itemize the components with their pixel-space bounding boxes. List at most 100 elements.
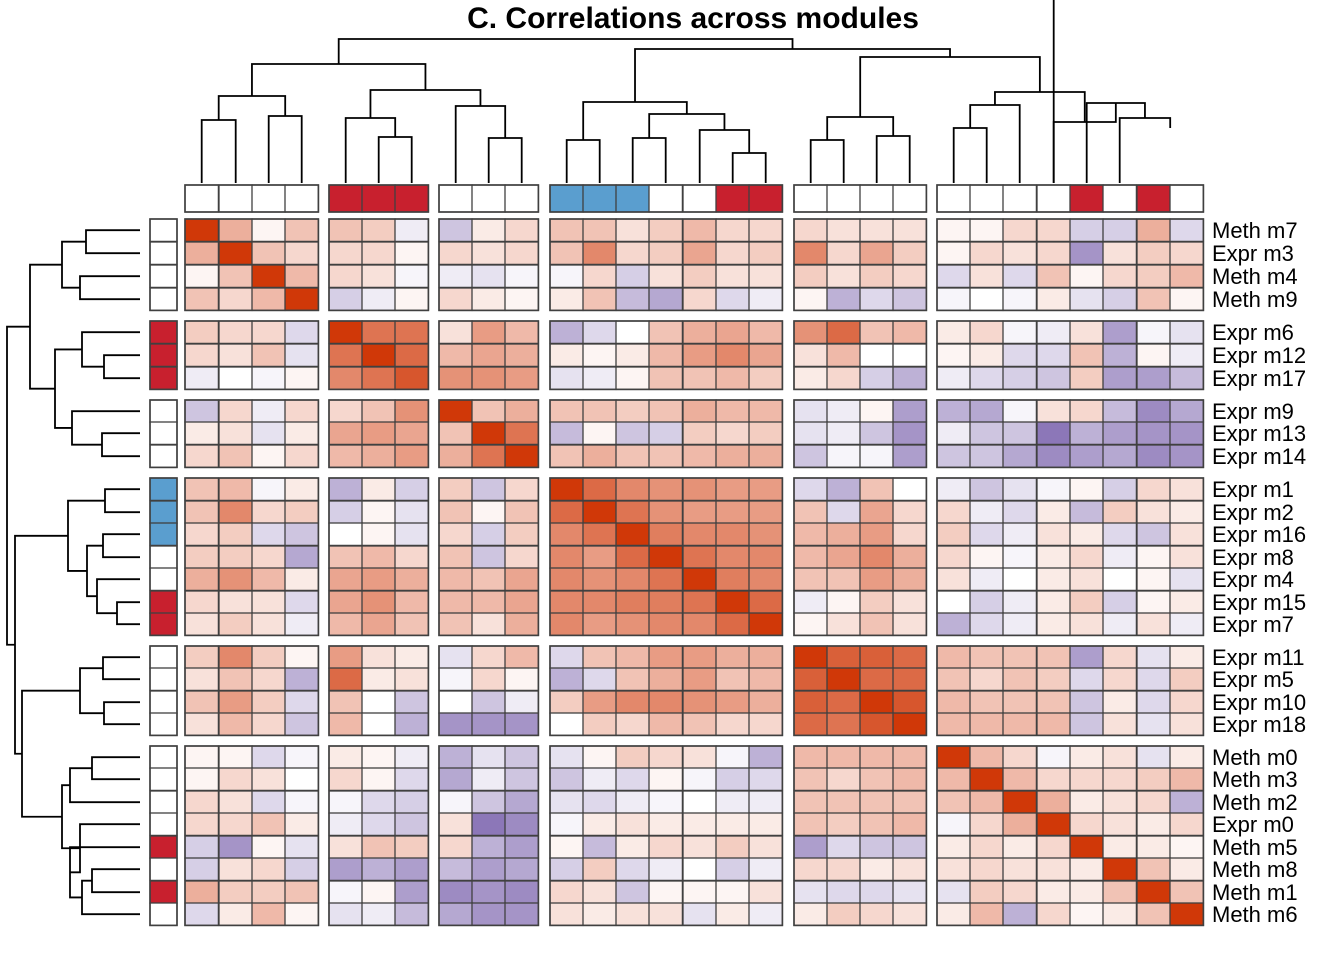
heatmap-cell [859,612,895,637]
heatmap-cell [582,590,618,615]
row-label: Expr m6 [1212,320,1294,345]
heatmap-cell [284,500,320,525]
heatmap-cell [936,399,972,424]
row-label: Meth m3 [1212,767,1298,792]
heatmap-block [936,645,1205,737]
heatmap-cell [969,264,1005,289]
heatmap-block-borders [184,218,1205,927]
heatmap-cell [471,902,507,927]
heatmap-block [328,477,430,637]
column-dendrogram-branch [267,115,303,183]
heatmap-cell [504,857,540,882]
heatmap-cell [582,343,618,368]
heatmap-cell [1069,767,1105,792]
column-annotation-cell [793,184,829,213]
heatmap-cell [361,366,397,391]
heatmap-cell [793,857,829,882]
heatmap-cell [648,857,684,882]
heatmap-cell [615,399,651,424]
heatmap-cell [438,343,474,368]
heatmap-cell [1169,500,1205,525]
row-label: Expr m15 [1212,590,1306,615]
row-annotation-cell [149,667,178,692]
heatmap-cell [969,241,1005,266]
heatmap-cell [361,444,397,469]
heatmap-cell [615,667,651,692]
heatmap-cell [1102,812,1138,837]
heatmap-cell [582,767,618,792]
heatmap-cell [438,287,474,312]
heatmap-cell [284,287,320,312]
heatmap-cell [748,343,784,368]
row-dendrogram-branch [81,879,140,916]
heatmap-cell [438,366,474,391]
heatmap-cell [504,902,540,927]
heatmap-cell [582,690,618,715]
heatmap-cell [936,835,972,860]
heatmap-cell [793,667,829,692]
heatmap-block [549,320,784,391]
heatmap-cell [218,287,254,312]
heatmap-cell [361,399,397,424]
heatmap-cell [969,812,1005,837]
heatmap-cell [715,218,751,243]
heatmap-cell [1002,767,1038,792]
heatmap-cell [615,590,651,615]
row-label: Meth m4 [1212,264,1298,289]
column-annotation-cell [251,184,287,213]
column-dendrogram-branch [369,89,482,118]
heatmap-cell [394,712,430,737]
heatmap-cell [549,399,585,424]
column-annotation-cell [826,184,862,213]
heatmap-cell [218,545,254,570]
heatmap-cell [438,421,474,446]
row-label: Expr m1 [1212,477,1294,502]
heatmap-cell [1169,444,1205,469]
row-dendrogram-branch [79,275,140,301]
heatmap-cell [394,690,430,715]
heatmap-cell [936,287,972,312]
heatmap-cell [682,287,718,312]
heatmap-cell [284,522,320,547]
heatmap-cell [1036,690,1072,715]
heatmap-cell [1069,857,1105,882]
heatmap-cell [1102,241,1138,266]
heatmap-cell [748,812,784,837]
column-annotation-cell [715,184,751,213]
heatmap-cell [251,902,287,927]
heatmap-cell [648,522,684,547]
heatmap-cell [1036,590,1072,615]
heatmap-cell [1069,645,1105,670]
heatmap-cell [615,902,651,927]
heatmap-cell [1002,320,1038,345]
heatmap-cell [549,835,585,860]
heatmap-cell [361,241,397,266]
heatmap-cell [682,366,718,391]
row-annotation-cell [149,264,178,289]
heatmap-cells [184,218,1205,927]
heatmap-cell [438,880,474,905]
row-dendrogram-branch [116,601,140,626]
heatmap-cell [1002,880,1038,905]
heatmap-cell [1102,218,1138,243]
heatmap-cell [1169,343,1205,368]
heatmap-cell [361,522,397,547]
heatmap-cell [826,690,862,715]
heatmap-cell [549,645,585,670]
heatmap-cell [218,857,254,882]
heatmap-cell [582,500,618,525]
column-dendrogram-branch [875,135,911,183]
row-annotation-block [149,399,178,469]
heatmap-cell [184,612,220,637]
heatmap-cell [1002,366,1038,391]
heatmap-block [328,218,430,312]
heatmap-cell [969,767,1005,792]
heatmap-cell [184,500,220,525]
heatmap-cell [361,645,397,670]
heatmap-cell [969,835,1005,860]
heatmap-block [793,218,928,312]
heatmap-cell [859,745,895,770]
heatmap-cell [826,590,862,615]
heatmap-cell [1069,902,1105,927]
